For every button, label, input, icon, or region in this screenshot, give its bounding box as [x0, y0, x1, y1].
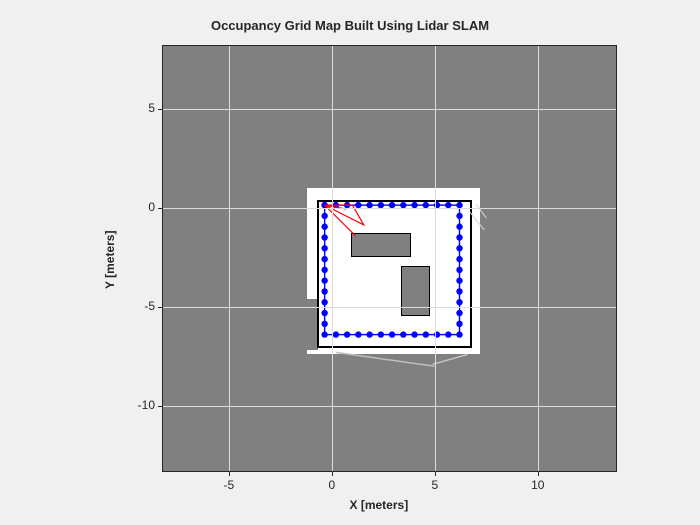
- x-axis-label: X [meters]: [350, 498, 409, 512]
- y-tick-label: 5: [123, 101, 155, 115]
- x-tick-label: 5: [420, 478, 450, 492]
- y-tick-label: -10: [123, 398, 155, 412]
- figure: Occupancy Grid Map Built Using Lidar SLA…: [0, 0, 700, 525]
- y-axis-label: Y [meters]: [103, 230, 117, 288]
- x-tick-label: 0: [317, 478, 347, 492]
- y-tick-label: -5: [123, 299, 155, 313]
- y-tick-label: 0: [123, 200, 155, 214]
- x-tick-label: 10: [523, 478, 553, 492]
- x-tick-label: -5: [214, 478, 244, 492]
- chart-title: Occupancy Grid Map Built Using Lidar SLA…: [0, 18, 700, 33]
